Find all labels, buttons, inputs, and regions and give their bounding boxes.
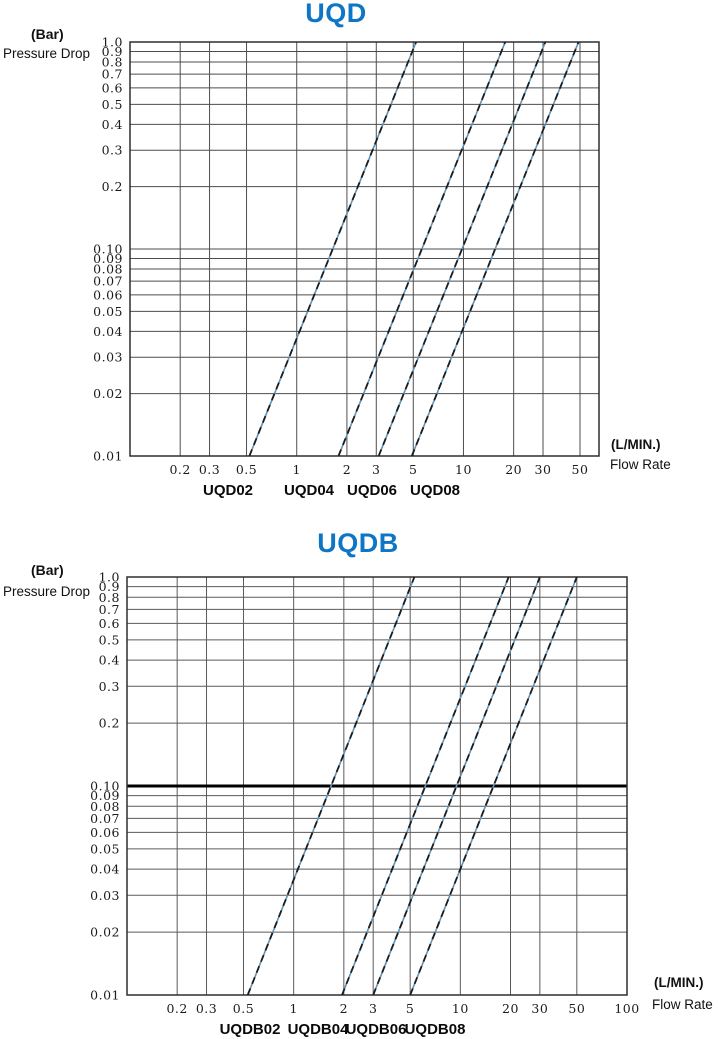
x-tick-label: 50: [572, 462, 589, 477]
uqd-y-axis-label: Pressure Drop: [3, 46, 91, 61]
x-tick-label: 10: [455, 462, 472, 477]
y-tick-label: 0.2: [102, 179, 123, 194]
y-tick-label: 0.9: [102, 44, 123, 59]
y-tick-label: 0.9: [99, 579, 120, 594]
series-line-dash-uqd02: [248, 41, 417, 457]
x-tick-label: 1: [293, 462, 301, 477]
y-tick-label: 0.7: [99, 602, 120, 617]
plot-border: [126, 576, 628, 996]
y-tick-label: 0.01: [90, 988, 120, 1003]
x-tick-label: 3: [369, 1001, 377, 1016]
uqdb-y-axis-label: Pressure Drop: [3, 584, 91, 599]
y-tick-label: 0.06: [90, 825, 120, 840]
y-tick-label: 0.01: [93, 449, 123, 464]
uqdb-plot-area: 1.00.90.80.70.60.50.40.30.20.100.090.080…: [90, 570, 639, 1017]
series-label-uqd06: UQD06: [346, 482, 398, 499]
y-tick-label: 0.5: [99, 632, 120, 647]
series-label-uqd04: UQD04: [283, 482, 335, 499]
y-tick-label: 0.7: [102, 67, 123, 82]
series-label-uqdb08: UQDB08: [404, 1021, 466, 1038]
x-tick-label: 0.3: [199, 462, 220, 477]
y-tick-label: 0.4: [99, 653, 120, 668]
uqd-x-axis-label: Flow Rate: [610, 457, 671, 472]
y-tick-label: 0.02: [90, 925, 120, 940]
uqd-x-axis-unit: (L/MIN.): [611, 437, 661, 452]
series-line-dash-uqdb06: [372, 576, 541, 996]
x-tick-label: 0.5: [236, 462, 257, 477]
x-tick-label: 100: [614, 1001, 639, 1016]
y-tick-label: 0.09: [93, 251, 123, 266]
uqdb-y-axis-unit: (Bar): [31, 562, 64, 578]
x-tick-label: 3: [372, 462, 380, 477]
x-tick-label: 0.3: [196, 1001, 217, 1016]
chart-title-uqdb: UQDB: [317, 528, 399, 558]
plot-border: [129, 41, 600, 457]
y-tick-label: 0.03: [93, 350, 123, 365]
x-tick-label: 0.2: [169, 462, 190, 477]
uqdb-x-axis-unit: (L/MIN.): [654, 975, 704, 990]
y-tick-label: 0.07: [93, 274, 123, 289]
uqd-y-axis-unit: (Bar): [31, 26, 64, 42]
x-tick-label: 2: [343, 462, 351, 477]
x-tick-label: 20: [505, 462, 522, 477]
series-line-dash-uqdb04: [341, 576, 510, 996]
series-label-uqd02: UQD02: [202, 482, 254, 499]
y-tick-label: 0.06: [93, 287, 123, 302]
y-tick-label: 0.09: [90, 788, 120, 803]
series-label-uqdb06: UQDB06: [345, 1021, 407, 1038]
y-tick-label: 0.04: [90, 862, 120, 877]
y-tick-label: 0.02: [93, 386, 123, 401]
y-tick-label: 0.10: [90, 779, 120, 794]
y-tick-label: 0.3: [99, 679, 120, 694]
y-tick-label: 0.05: [90, 841, 120, 856]
y-tick-label: 0.4: [102, 117, 123, 132]
y-tick-label: 0.3: [102, 143, 123, 158]
uqd-plot-area: 1.00.90.80.70.60.50.40.30.20.100.090.080…: [93, 35, 600, 477]
y-tick-label: 0.2: [99, 716, 120, 731]
x-tick-label: 10: [452, 1001, 469, 1016]
y-tick-label: 1.0: [102, 35, 123, 50]
uqdb-x-axis-label: Flow Rate: [652, 997, 713, 1012]
x-tick-label: 50: [568, 1001, 585, 1016]
x-tick-label: 0.2: [166, 1001, 187, 1016]
y-tick-label: 0.6: [102, 80, 123, 95]
y-tick-label: 0.05: [93, 304, 123, 319]
x-tick-label: 30: [531, 1001, 548, 1016]
series-line-dash-uqd08: [410, 41, 580, 457]
series-label-uqdb04: UQDB04: [287, 1021, 349, 1038]
series-line-dash-uqdb08: [409, 576, 578, 996]
y-tick-label: 0.03: [90, 888, 120, 903]
x-tick-label: 30: [535, 462, 552, 477]
y-tick-label: 0.6: [99, 616, 120, 631]
y-tick-label: 0.5: [102, 97, 123, 112]
series-label-uqdb02: UQDB02: [219, 1021, 281, 1038]
y-tick-label: 0.07: [90, 811, 120, 826]
series-line-dash-uqd06: [377, 41, 547, 457]
x-tick-label: 20: [502, 1001, 519, 1016]
y-tick-label: 0.10: [93, 242, 123, 257]
x-tick-label: 5: [409, 462, 417, 477]
y-tick-label: 0.08: [93, 262, 123, 277]
y-tick-label: 0.8: [102, 55, 123, 70]
y-tick-label: 0.08: [90, 799, 120, 814]
x-tick-label: 2: [340, 1001, 348, 1016]
series-line-dash-uqd04: [337, 41, 507, 457]
x-tick-label: 5: [406, 1001, 414, 1016]
x-tick-label: 1: [289, 1001, 297, 1016]
y-tick-label: 1.0: [99, 570, 120, 585]
y-tick-label: 0.04: [93, 324, 123, 339]
chart-title-uqd: UQD: [305, 0, 367, 28]
x-tick-label: 0.5: [233, 1001, 254, 1016]
y-tick-label: 0.8: [99, 590, 120, 605]
series-line-dash-uqdb02: [246, 576, 416, 996]
series-label-uqd08: UQD08: [409, 482, 461, 499]
